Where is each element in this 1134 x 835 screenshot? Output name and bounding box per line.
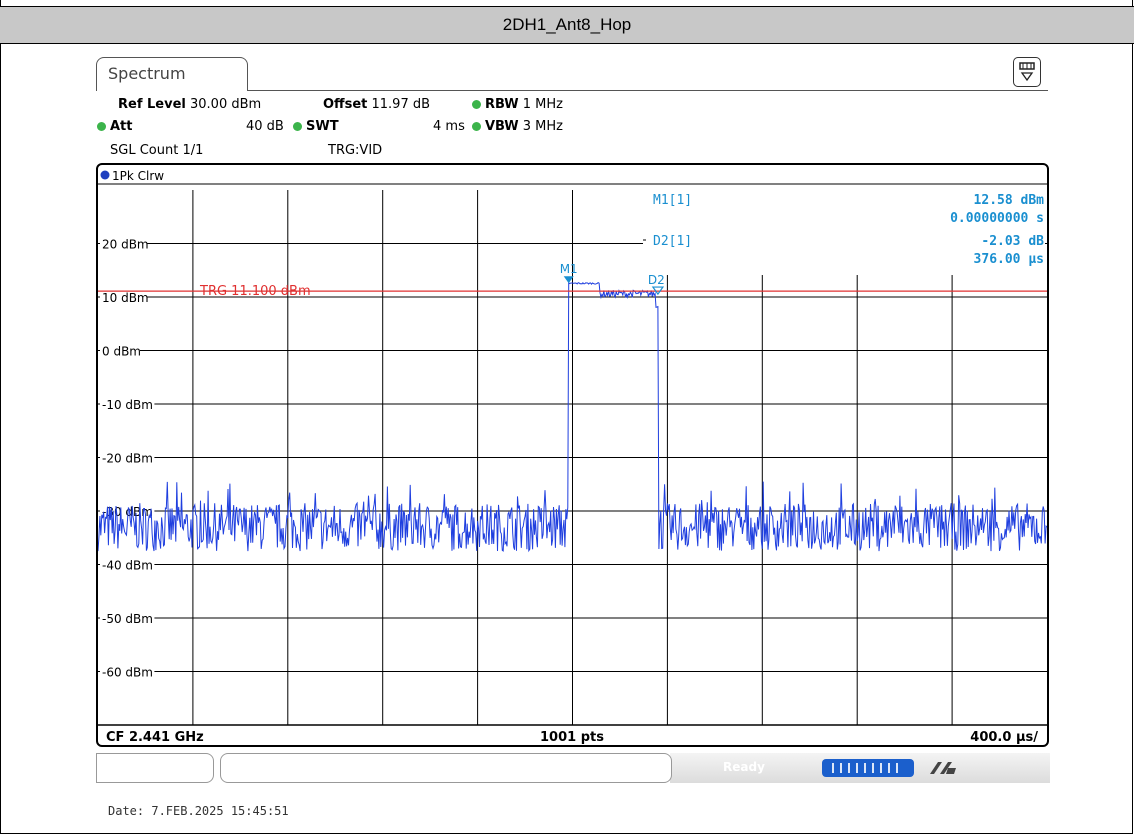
sgl-count: SGL Count 1/1 [110,143,204,158]
swt-value-wrap: 4 ms [433,119,465,134]
ref-level-value: 30.00 dBm [190,97,262,112]
marker-d2-icon [651,286,665,296]
trace-indicator-icon [100,170,110,180]
offset: Offset 11.97 dB [323,97,430,112]
spectrum-plot: 1Pk Clrw 20 dBm 10 dBm 0 dBm -10 dBm -20 dBm -… [98,169,1047,745]
att: Att [97,119,133,134]
vbw-value: 3 MHz [522,119,563,134]
y-tick-label: -50 dBm [102,612,153,626]
date-stamp: Date: 7.FEB.2025 15:45:51 [108,804,289,818]
y-tick-label: -20 dBm [102,452,153,466]
marker-d2-time: 376.00 µs [974,252,1044,267]
y-tick-label: 10 dBm [102,291,149,305]
marker-m1-tag: M1 [560,262,578,276]
att-status-icon [97,122,106,131]
progress-segments-icon [832,763,898,773]
trigger-label: TRG 11.100 dBm [199,284,311,299]
marker-d2-tag: D2 [648,273,665,287]
offset-label: Offset [323,97,368,112]
vbw: VBW 3 MHz [472,119,563,134]
y-tick-label: -40 dBm [102,559,153,573]
swt: SWT [293,119,339,134]
rbw-label: RBW [485,97,519,112]
tab-spectrum[interactable]: Spectrum [96,57,248,91]
y-tick-label: 0 dBm [102,345,141,359]
y-tick-label-bg [100,556,155,572]
trigger-mode: TRG:VID [328,143,383,158]
tab-underline [248,90,1048,91]
att-value: 40 dB [246,119,284,134]
vbw-label: VBW [485,119,519,134]
footer-cf: CF 2.441 GHz [106,730,204,745]
footer-points: 1001 pts [540,730,604,745]
swt-value: 4 ms [433,119,465,134]
display-config-button[interactable] [1013,57,1041,87]
y-tick-label-bg [100,610,155,625]
ref-level: Ref Level 30.00 dBm [118,97,261,112]
lxi-icon [930,762,956,774]
progress-bar [822,759,914,777]
ref-level-label: Ref Level [118,97,186,112]
marker-d2-name: D2[1] [653,234,692,249]
display-icon [1019,62,1035,82]
offset-value: 11.97 dB [371,97,431,112]
marker-m1-name: M1[1] [653,193,692,208]
rbw: RBW 1 MHz [472,97,563,112]
rbw-value: 1 MHz [522,97,563,112]
y-tick-label: -10 dBm [102,398,153,412]
marker-d2-value: -2.03 dB [981,234,1044,249]
y-tick-label-bg [100,663,155,679]
marker-readout-bg [643,189,1045,275]
att-label: Att [110,119,133,134]
y-tick-label: -60 dBm [102,666,153,680]
softkey-left[interactable] [96,753,214,783]
footer-span: 400.0 µs/ [970,730,1038,745]
att-value-wrap: 40 dB [246,119,284,134]
swt-label: SWT [306,119,339,134]
trace-label: 1Pk Clrw [112,169,164,183]
y-tick-label: 20 dBm [102,238,149,252]
y-tick-label-bg [100,235,148,251]
swt-status-icon [293,122,302,131]
marker-m1-time: 0.00000000 s [950,211,1044,226]
tab-spectrum-label: Spectrum [108,64,186,83]
vbw-status-icon [472,122,481,131]
marker-m1-icon [563,276,574,284]
marker-m1-value: 12.58 dBm [974,193,1045,208]
plot-frame: 1Pk Clrw 20 dBm 10 dBm 0 dBm -10 dBm -20 dBm -… [96,163,1049,747]
ready-status: Ready [723,760,765,774]
rbw-status-icon [472,100,481,109]
y-tick-label-bg [100,289,148,304]
window-title: 2DH1_Ant8_Hop [0,6,1134,44]
y-tick-label-bg [100,342,140,358]
softkey-message[interactable] [220,753,672,783]
y-tick-label-bg [100,449,155,465]
trace-line [98,281,1047,553]
y-tick-label-bg [100,396,155,411]
